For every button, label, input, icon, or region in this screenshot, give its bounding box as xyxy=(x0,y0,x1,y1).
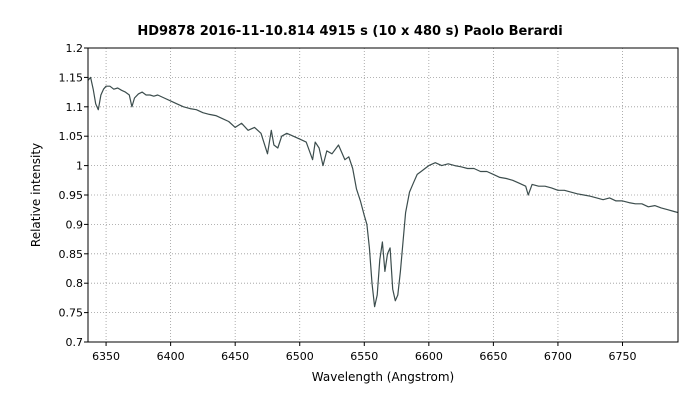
y-tick-label: 0.9 xyxy=(66,218,84,231)
spectrum-line xyxy=(87,76,679,308)
y-tick-label: 1.1 xyxy=(66,101,84,114)
x-tick-label: 6400 xyxy=(157,350,185,363)
y-tick-label: 1.05 xyxy=(59,130,84,143)
y-tick-label: 0.7 xyxy=(66,336,84,349)
y-tick-label: 1 xyxy=(76,160,83,173)
x-tick-label: 6450 xyxy=(221,350,249,363)
y-tick-label: 1.15 xyxy=(59,71,84,84)
x-tick-label: 6500 xyxy=(286,350,314,363)
x-tick-label: 6600 xyxy=(415,350,443,363)
y-tick-label: 0.85 xyxy=(59,248,84,261)
y-tick-label: 0.95 xyxy=(59,189,84,202)
x-axis-ticks: 6350 6400 6450 6500 6550 6600 6650 6700 6750 xyxy=(92,342,636,363)
x-axis-label: Wavelength (Angstrom) xyxy=(312,370,454,384)
x-tick-label: 6750 xyxy=(608,350,636,363)
chart-title: HD9878 2016-11-10.814 4915 s (10 x 480 s… xyxy=(137,24,562,39)
y-tick-label: 0.8 xyxy=(66,277,84,290)
x-tick-label: 6350 xyxy=(92,350,120,363)
y-axis-ticks: 0.7 0.75 0.8 0.85 0.9 0.95 1 1.05 1.1 1.15 1.2 xyxy=(59,42,88,349)
x-tick-label: 6550 xyxy=(350,350,378,363)
x-tick-label: 6700 xyxy=(544,350,572,363)
y-tick-label: 0.75 xyxy=(59,307,84,320)
y-axis-label: Relative intensity xyxy=(29,143,43,247)
x-tick-label: 6650 xyxy=(479,350,507,363)
plot-frame xyxy=(87,47,679,343)
y-tick-label: 1.2 xyxy=(66,42,84,55)
